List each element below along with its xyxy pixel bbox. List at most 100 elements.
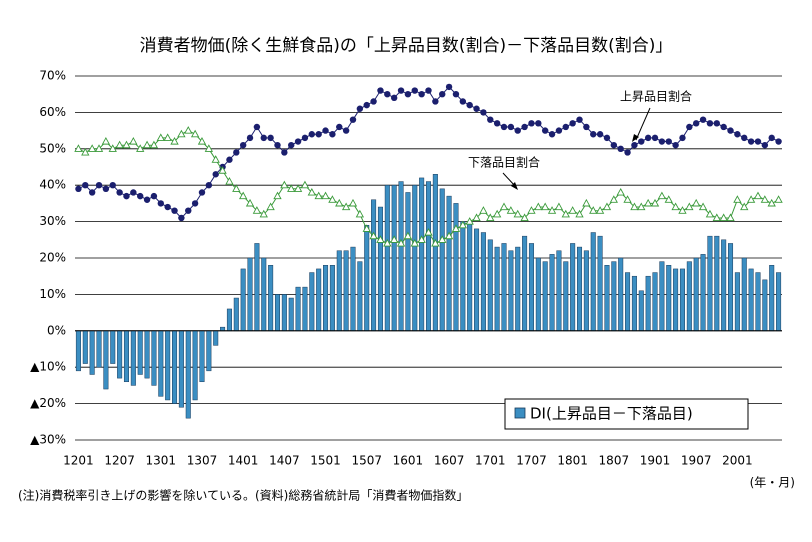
- marker: [204, 144, 214, 152]
- bar: [590, 232, 596, 332]
- marker: [246, 134, 254, 142]
- bar: [226, 308, 232, 332]
- marker: [686, 123, 693, 131]
- marker: [768, 134, 775, 142]
- marker: [404, 91, 412, 98]
- annotation: 下落品目割合: [468, 155, 540, 170]
- marker: [274, 141, 281, 149]
- bar: [769, 265, 775, 332]
- bar: [343, 250, 349, 332]
- marker: [348, 198, 358, 207]
- marker: [706, 120, 714, 127]
- marker: [150, 192, 158, 200]
- marker: [582, 198, 591, 207]
- marker: [123, 192, 130, 200]
- bar: [686, 261, 692, 332]
- bar: [604, 265, 610, 332]
- bar: [432, 174, 438, 332]
- x-tick-label: 1407: [269, 454, 300, 468]
- x-tick-label: 1307: [187, 454, 218, 468]
- bar: [625, 272, 631, 332]
- marker: [82, 182, 89, 189]
- marker: [301, 134, 309, 142]
- bar: [501, 243, 507, 332]
- bar: [583, 250, 589, 332]
- x-tick-label: 2001: [722, 454, 753, 468]
- annotation-arrow: [635, 107, 651, 141]
- bar: [295, 286, 301, 332]
- marker: [81, 147, 90, 156]
- marker: [444, 231, 454, 240]
- y-tick-label: 10%: [39, 287, 66, 301]
- marker: [664, 195, 673, 203]
- marker: [590, 131, 597, 138]
- marker: [425, 87, 432, 94]
- bar: [117, 330, 123, 379]
- bar: [480, 232, 486, 332]
- bar: [631, 275, 637, 332]
- marker: [698, 202, 708, 211]
- bar: [728, 243, 734, 332]
- bar: [254, 243, 260, 332]
- marker: [589, 206, 598, 214]
- bar: [405, 192, 411, 332]
- marker: [102, 185, 110, 193]
- bar: [762, 279, 768, 332]
- bar: [206, 330, 212, 372]
- bar: [261, 257, 267, 332]
- marker: [761, 141, 769, 149]
- marker: [431, 238, 440, 247]
- annotations: 上昇品目割合 下落品目割合: [468, 89, 692, 190]
- marker: [287, 184, 296, 192]
- y-tick-label: ▲10%: [30, 360, 66, 374]
- marker: [225, 177, 234, 185]
- annotation-arrow: [502, 172, 516, 187]
- marker: [583, 123, 590, 131]
- marker: [75, 185, 82, 193]
- x-tick-label: 1201: [63, 454, 94, 468]
- y-tick-label: 40%: [39, 178, 66, 192]
- marker: [163, 133, 172, 141]
- marker: [774, 195, 783, 203]
- marker: [603, 134, 611, 142]
- marker: [226, 156, 233, 163]
- bar: [439, 188, 445, 332]
- marker: [439, 91, 446, 98]
- marker: [294, 138, 302, 145]
- marker: [705, 209, 715, 218]
- bar: [570, 243, 576, 332]
- bar: [371, 199, 377, 332]
- chart-title: 消費者物価(除く生鮮食品)の「上昇品目数(割合)－下落品目数(割合)」: [140, 36, 673, 56]
- x-tick-label: 1701: [475, 454, 506, 468]
- x-tick-label: 1507: [351, 454, 382, 468]
- marker: [679, 134, 686, 142]
- marker: [528, 120, 535, 127]
- marker: [410, 238, 419, 247]
- bar: [528, 243, 534, 332]
- bar: [357, 261, 363, 332]
- bar: [110, 330, 116, 364]
- bar: [776, 272, 782, 332]
- marker: [156, 133, 165, 141]
- marker: [314, 191, 323, 200]
- marker: [596, 131, 604, 138]
- marker: [719, 213, 728, 222]
- x-tick-label: 1301: [146, 454, 177, 468]
- marker: [678, 206, 687, 214]
- bar: [494, 246, 500, 332]
- marker: [129, 136, 138, 145]
- marker: [562, 123, 569, 131]
- bar: [123, 330, 129, 383]
- marker: [665, 138, 672, 145]
- marker: [746, 195, 756, 203]
- marker: [362, 224, 371, 232]
- y-tick-label: 20%: [39, 251, 66, 265]
- bar: [350, 246, 356, 332]
- marker: [74, 144, 83, 152]
- marker: [713, 120, 720, 127]
- bar: [673, 268, 679, 332]
- bar: [693, 257, 699, 332]
- marker: [397, 87, 405, 94]
- marker: [671, 202, 680, 211]
